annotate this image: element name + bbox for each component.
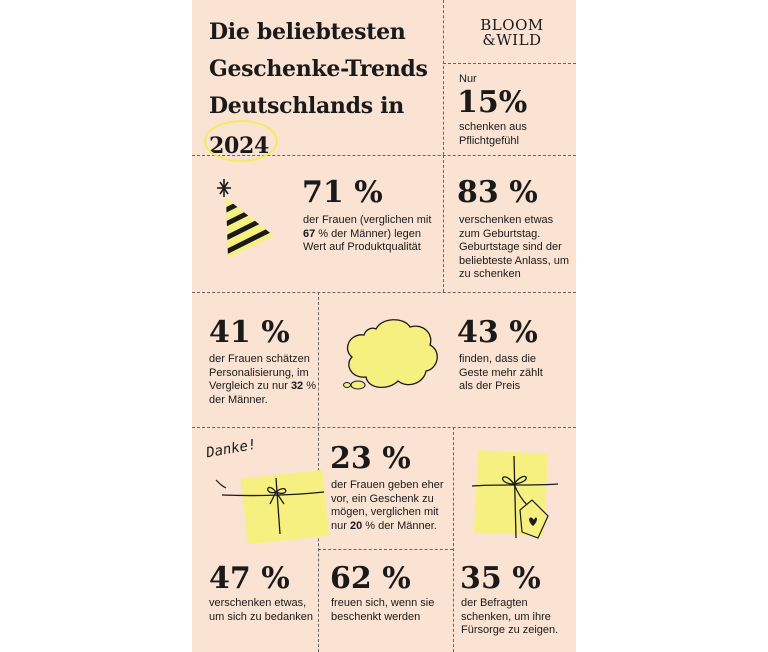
stat-71-bold: 67 (303, 227, 316, 240)
divider (192, 292, 576, 293)
stat-83-value: 83 % (457, 175, 538, 210)
divider (192, 155, 576, 156)
gift-box-icon (215, 469, 330, 545)
title-line: Deutschlands in (209, 93, 404, 119)
stat-47-text: verschenken etwas, um sich zu bedanken (209, 597, 313, 623)
gift-with-heart-tag-icon (471, 450, 559, 539)
stat-35-text: der Befragten schenken, um ihre Fürsorge… (461, 597, 559, 636)
infographic-card: Die beliebtesten Geschenke-Trends Deutsc… (192, 0, 576, 652)
divider (318, 549, 453, 550)
logo-line: &WILD (482, 31, 542, 49)
stat-71-text-a: der Frauen (verglichen mit (303, 214, 432, 226)
stat-23-text-b: % der Männer. (362, 519, 437, 532)
stat-15-prefix: Nur (459, 73, 477, 85)
stat-71-value: 71 % (302, 175, 383, 210)
thought-cloud-icon (343, 319, 438, 390)
stat-41-text-b: % der Männer. (209, 380, 317, 406)
bloom-and-wild-logo: BLOOM &WILD (477, 18, 547, 48)
stat-35-value: 35 % (460, 561, 541, 596)
stat-47-value: 47 % (209, 561, 290, 596)
stat-41-text-a: der Frauen schätzen Personalisierung, im… (209, 353, 310, 392)
year-highlight-circle (204, 120, 278, 162)
title-line: Geschenke-Trends (209, 56, 428, 82)
title-line: Die beliebtesten (209, 19, 406, 45)
stat-83-text: verschenken etwas zum Geburtstag. Geburt… (459, 214, 570, 280)
stat-23-text: der Frauen geben eher vor, ein Geschenk … (331, 479, 449, 533)
stat-43-value: 43 % (457, 315, 538, 350)
stat-41-text: der Frauen schätzen Personalisierung, im… (209, 353, 317, 407)
stat-62-text: freuen sich, wenn sie beschenkt werden (331, 597, 435, 623)
stat-23-value: 23 % (330, 441, 411, 476)
stat-71-text: der Frauen (verglichen mit 67 % der Männ… (303, 214, 435, 255)
divider (443, 63, 576, 64)
stat-71-text-b: % der Männer) legen Wert auf Produktqual… (303, 227, 422, 254)
logo-line: BLOOM (480, 16, 544, 34)
divider (453, 427, 454, 652)
divider (443, 0, 444, 155)
stat-62-value: 62 % (330, 561, 411, 596)
divider (443, 155, 444, 292)
stat-15-value: 15% (457, 85, 528, 120)
stat-43-text: finden, dass die Geste mehr zählt als de… (459, 353, 543, 392)
stat-41-value: 41 % (209, 315, 290, 350)
stat-41-bold: 32 (290, 380, 304, 392)
divider (192, 427, 576, 428)
stat-23-text-a: der Frauen geben eher vor, ein Geschenk … (331, 479, 444, 532)
stat-15-text: schenken aus Pflichtgefühl (459, 121, 527, 147)
stat-23-bold: 20 (349, 519, 363, 532)
party-hat-icon (217, 179, 274, 258)
